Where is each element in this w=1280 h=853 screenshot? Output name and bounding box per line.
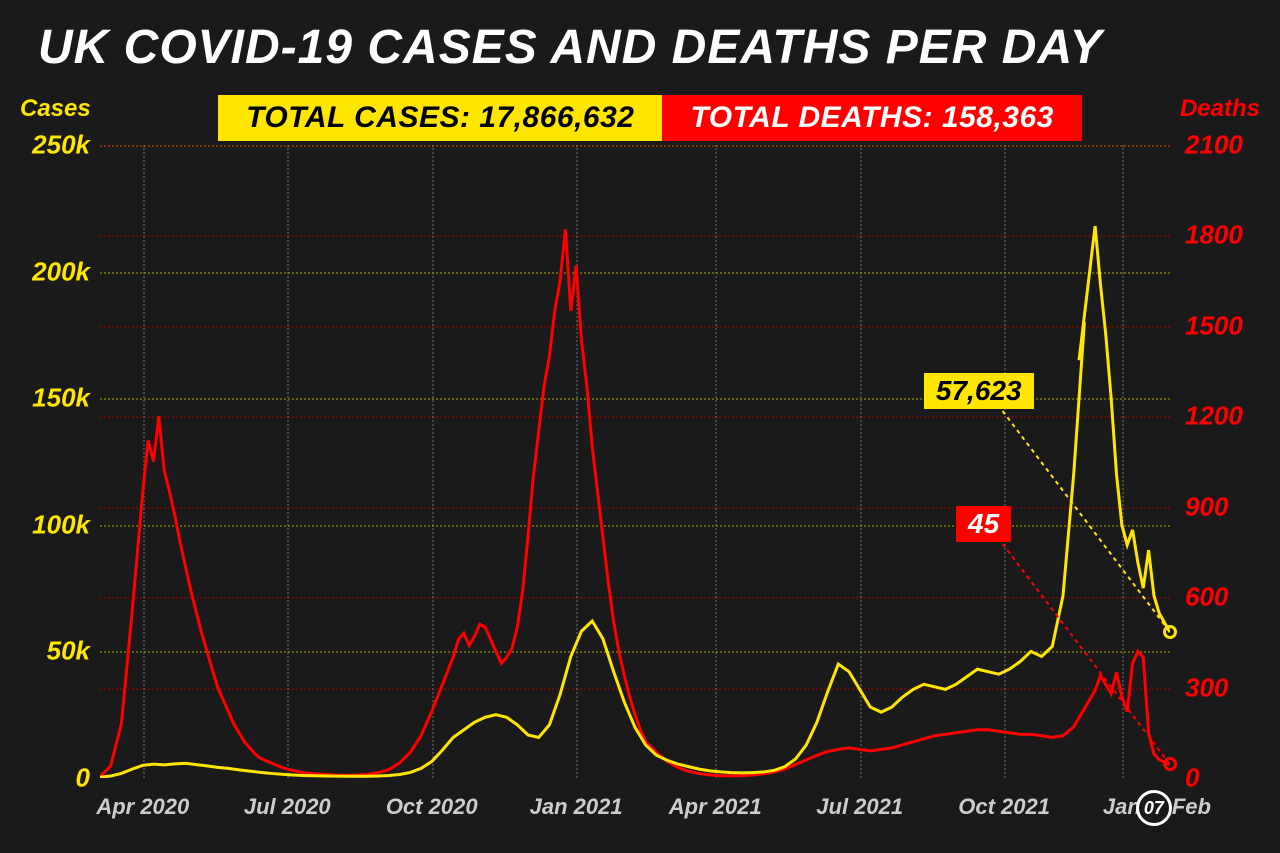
y-right-tick: 1800 — [1185, 220, 1255, 251]
x-tick: Oct 2020 — [386, 794, 478, 820]
y-right-tick: 900 — [1185, 491, 1255, 522]
y-right-tick: 600 — [1185, 582, 1255, 613]
y-left-tick: 0 — [15, 763, 90, 794]
y-right-tick: 1200 — [1185, 401, 1255, 432]
x-tick: Apr 2020 — [96, 794, 189, 820]
y-axis-left-label: Cases — [20, 95, 91, 123]
y-left-tick: 150k — [15, 383, 90, 414]
y-axis-right-label: Deaths — [1180, 95, 1260, 123]
chart-plot-area: 050k100k150k200k250k03006009001200150018… — [100, 145, 1170, 778]
x-tick: Jan 2021 — [530, 794, 623, 820]
x-tick: Oct 2021 — [958, 794, 1050, 820]
x-tick: Jul 2021 — [816, 794, 903, 820]
x-tick: Feb — [1172, 794, 1211, 820]
chart-title: UK COVID-19 CASES AND DEATHS PER DAY — [38, 20, 1250, 75]
chart-container: UK COVID-19 CASES AND DEATHS PER DAY Cas… — [0, 0, 1280, 853]
callout-leaders — [100, 145, 1170, 778]
y-right-tick: 2100 — [1185, 130, 1255, 161]
y-left-tick: 250k — [15, 130, 90, 161]
total-cases-badge: TOTAL CASES: 17,866,632 — [218, 95, 662, 141]
current-date-marker: 07 — [1136, 790, 1172, 826]
y-right-tick: 0 — [1185, 763, 1255, 794]
y-left-tick: 100k — [15, 509, 90, 540]
y-left-tick: 50k — [15, 636, 90, 667]
y-left-tick: 200k — [15, 256, 90, 287]
x-tick: Apr 2021 — [669, 794, 762, 820]
totals-row: TOTAL CASES: 17,866,632 TOTAL DEATHS: 15… — [150, 95, 1150, 141]
callout-cases: 57,623 — [924, 373, 1034, 409]
y-right-tick: 300 — [1185, 672, 1255, 703]
y-right-tick: 1500 — [1185, 310, 1255, 341]
callout-deaths: 45 — [956, 506, 1011, 542]
total-deaths-badge: TOTAL DEATHS: 158,363 — [662, 95, 1081, 141]
x-tick: Jul 2020 — [244, 794, 331, 820]
